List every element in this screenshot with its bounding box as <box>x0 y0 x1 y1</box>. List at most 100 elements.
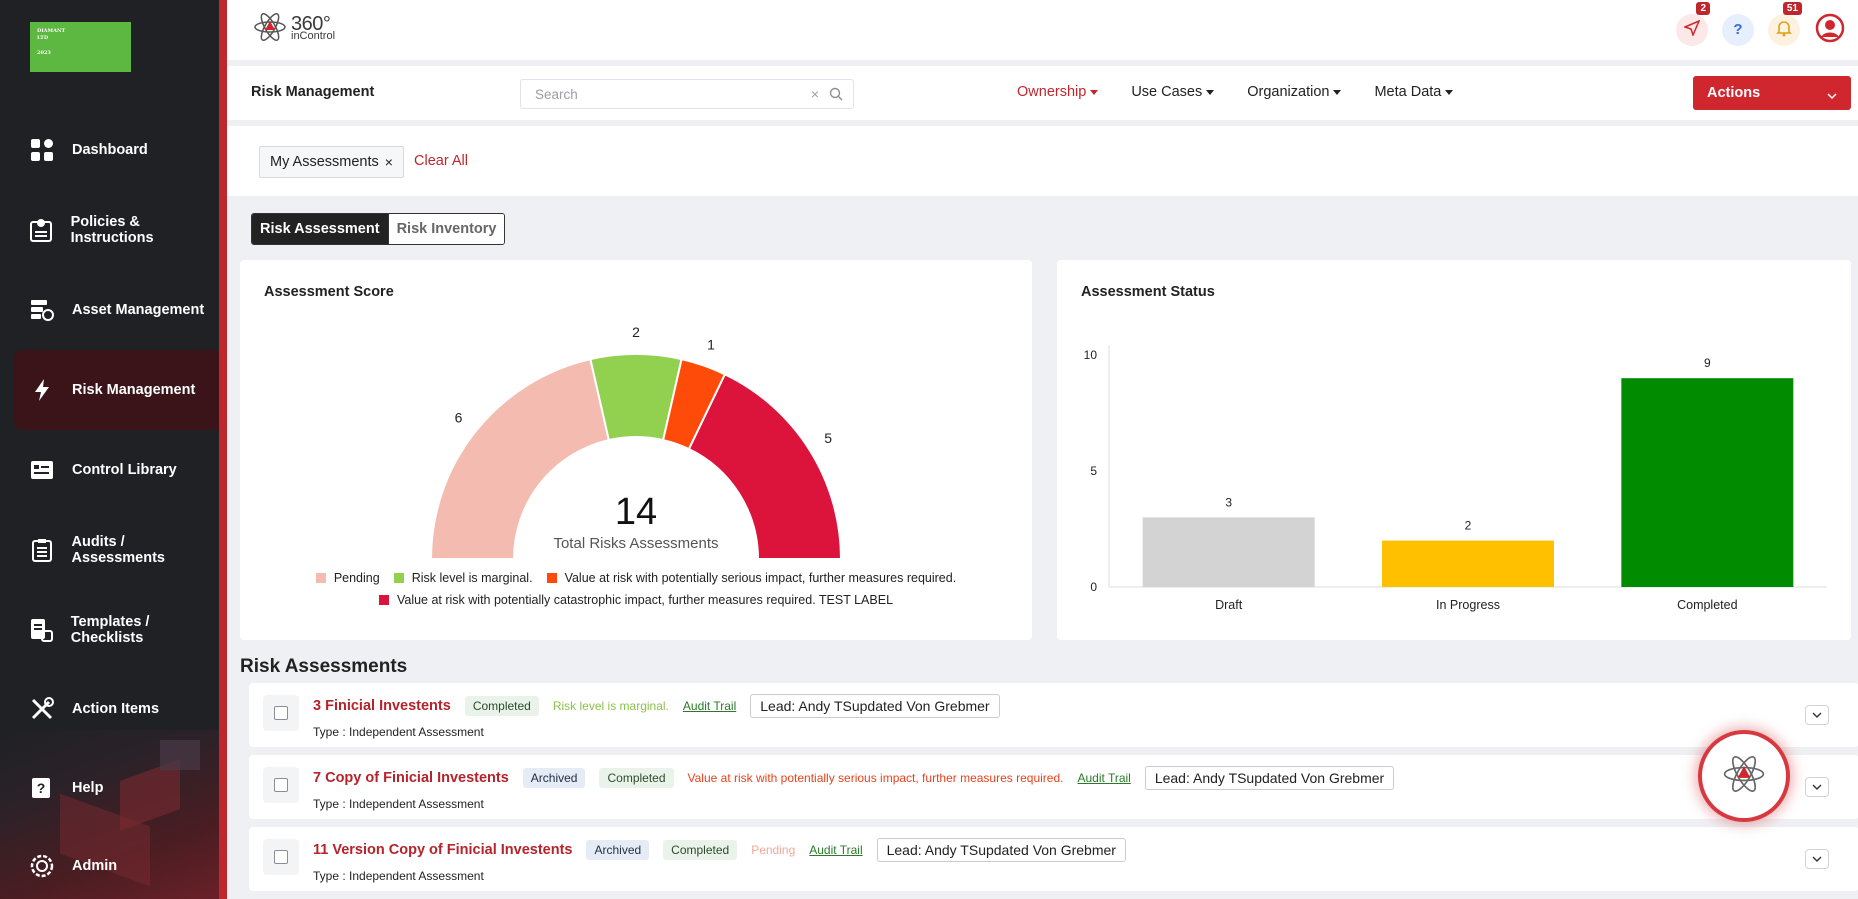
sidebar-item-dashboard[interactable]: Dashboard <box>14 110 219 190</box>
sidebar-item-label: Asset Management <box>72 302 205 318</box>
legend-item[interactable]: Risk level is marginal. <box>393 571 533 585</box>
policy-icon <box>28 216 55 244</box>
sidebar-item-admin[interactable]: Admin <box>14 826 219 899</box>
sidebar-item-label: Help <box>72 780 104 796</box>
top-icons: 2? 51 <box>1676 2 1846 48</box>
legend-item[interactable]: Pending <box>315 571 380 585</box>
notification-badge: 2 <box>1696 2 1710 15</box>
legend-item[interactable]: Value at risk with potentially catastrop… <box>378 593 894 607</box>
asset-icon <box>28 296 56 324</box>
risk-assessment-row[interactable]: 3 Finicial Investents Completed Risk level… <box>249 683 1858 747</box>
risk-assessment-row[interactable]: 11 Version Copy of Finicial Investents Ar… <box>249 827 1858 891</box>
bar-value-label: 9 <box>1704 356 1711 370</box>
send-icon <box>1682 19 1701 41</box>
filter-chip-my-assessments[interactable]: My Assessments × <box>259 146 404 178</box>
sidebar-item-audits-assessments[interactable]: Audits / Assessments <box>14 510 219 590</box>
assessment-score-title: Assessment Score <box>264 284 394 300</box>
x-category-label: In Progress <box>1436 598 1500 612</box>
menu-label: Ownership <box>1017 84 1087 100</box>
tab-risk-assessment[interactable]: Risk Assessment <box>252 214 388 244</box>
risk-level-text: Value at risk with potentially serious i… <box>687 771 1064 785</box>
sidebar-item-asset-management[interactable]: Asset Management <box>14 270 219 350</box>
bar-value-label: 2 <box>1465 519 1472 533</box>
row-checkbox[interactable] <box>274 778 288 792</box>
legend-label: Risk level is marginal. <box>411 571 533 585</box>
status-bar-0[interactable] <box>1142 517 1315 587</box>
page-title: Risk Management <box>251 84 375 100</box>
row-checkbox[interactable] <box>274 706 288 720</box>
row-checkbox-wrap <box>263 767 299 803</box>
actions-label: Actions <box>1707 85 1761 101</box>
send-button[interactable]: 2 <box>1676 2 1710 46</box>
expand-row-button[interactable] <box>1805 777 1829 797</box>
menu-label: Meta Data <box>1374 84 1442 100</box>
clear-all-link[interactable]: Clear All <box>414 153 468 169</box>
remove-filter-icon[interactable]: × <box>384 154 393 170</box>
sidebar-item-action-items[interactable]: Action Items <box>14 669 219 749</box>
y-tick-label: 5 <box>1090 464 1097 478</box>
audit-trail-link[interactable]: Audit Trail <box>809 843 863 857</box>
search-icon[interactable] <box>829 87 843 106</box>
legend-label: Value at risk with potentially catastrop… <box>396 593 894 607</box>
assessment-type: Type : Independent Assessment <box>313 869 484 883</box>
row-header: 11 Version Copy of Finicial Investents Ar… <box>313 838 1126 862</box>
question-button[interactable]: ? <box>1722 14 1754 46</box>
expand-row-button[interactable] <box>1805 705 1829 725</box>
audit-trail-link[interactable]: Audit Trail <box>682 699 737 713</box>
status-badge: Archived <box>522 768 586 788</box>
notification-badge: 51 <box>1782 2 1802 15</box>
lead-tag: Lead: Andy TSupdated Von Grebmer <box>750 694 1000 718</box>
company-logo[interactable]: DIAMANT LTD 2023 <box>30 22 131 72</box>
sidebar-item-label: Action Items <box>72 701 160 717</box>
brand-name: 360° <box>291 12 331 35</box>
sidebar-item-help[interactable]: ? Help <box>14 748 219 828</box>
bell-icon <box>1776 19 1792 42</box>
sidebar-item-label: Templates / Checklists <box>70 614 150 646</box>
chevron-down-icon <box>1827 88 1837 104</box>
assessment-name-link[interactable]: 11 Version Copy of Finicial Investents <box>313 842 573 858</box>
legend-label: Pending <box>333 571 380 585</box>
status-bar-2[interactable] <box>1621 378 1794 587</box>
search-input[interactable] <box>535 86 795 102</box>
y-tick-label: 0 <box>1090 580 1097 594</box>
assessment-name-link[interactable]: 3 Finicial Investents <box>313 698 451 714</box>
atom-assistant-icon <box>1722 754 1766 799</box>
sidebar-item-templates-checklists[interactable]: Templates / Checklists <box>14 590 219 670</box>
template-icon <box>28 616 55 644</box>
sidebar-item-policies-instructions[interactable]: Policies & Instructions <box>14 190 219 270</box>
company-logo-line1: DIAMANT <box>37 28 66 34</box>
actions-button[interactable]: Actions <box>1693 76 1851 110</box>
donut-slice-3[interactable] <box>687 372 843 560</box>
menu-meta-data[interactable]: Meta Data <box>1374 84 1454 100</box>
donut-slice-0[interactable] <box>429 357 611 560</box>
assessment-status-title: Assessment Status <box>1081 284 1215 300</box>
sidebar-item-label: Admin <box>72 858 118 874</box>
menu-label: Organization <box>1247 84 1330 100</box>
brand-logo[interactable]: 360° inControl <box>253 12 335 47</box>
sidebar-item-control-library[interactable]: Control Library <box>14 430 219 510</box>
row-header: 7 Copy of Finicial Investents Archived Com… <box>313 766 1395 790</box>
menu-use-cases[interactable]: Use Cases <box>1131 84 1215 100</box>
status-bar-1[interactable] <box>1382 540 1554 587</box>
caret-down-icon <box>1206 89 1215 95</box>
risk-assessment-row[interactable]: 7 Copy of Finicial Investents Archived Com… <box>249 755 1858 819</box>
row-checkbox[interactable] <box>274 850 288 864</box>
tools-icon <box>28 695 56 723</box>
menu-organization[interactable]: Organization <box>1247 84 1342 100</box>
sidebar-item-risk-management[interactable]: Risk Management <box>14 350 219 430</box>
assessment-name-link[interactable]: 7 Copy of Finicial Investents <box>313 770 509 786</box>
user-avatar-icon <box>1815 13 1845 48</box>
expand-row-button[interactable] <box>1805 849 1829 869</box>
clear-search-icon[interactable]: × <box>810 86 819 102</box>
audit-trail-link[interactable]: Audit Trail <box>1077 771 1131 785</box>
sidebar-accent-bar <box>219 0 227 899</box>
tab-risk-inventory[interactable]: Risk Inventory <box>387 214 505 244</box>
status-badge: Completed <box>599 768 674 788</box>
user-avatar-button[interactable] <box>1814 13 1846 48</box>
assistant-button[interactable] <box>1702 734 1786 818</box>
menu-ownership[interactable]: Ownership <box>1017 84 1099 100</box>
bell-button[interactable]: 51 <box>1768 2 1802 46</box>
clipboard-icon <box>28 536 56 564</box>
legend-item[interactable]: Value at risk with potentially serious i… <box>546 571 956 585</box>
lead-tag: Lead: Andy TSupdated Von Grebmer <box>876 838 1126 862</box>
